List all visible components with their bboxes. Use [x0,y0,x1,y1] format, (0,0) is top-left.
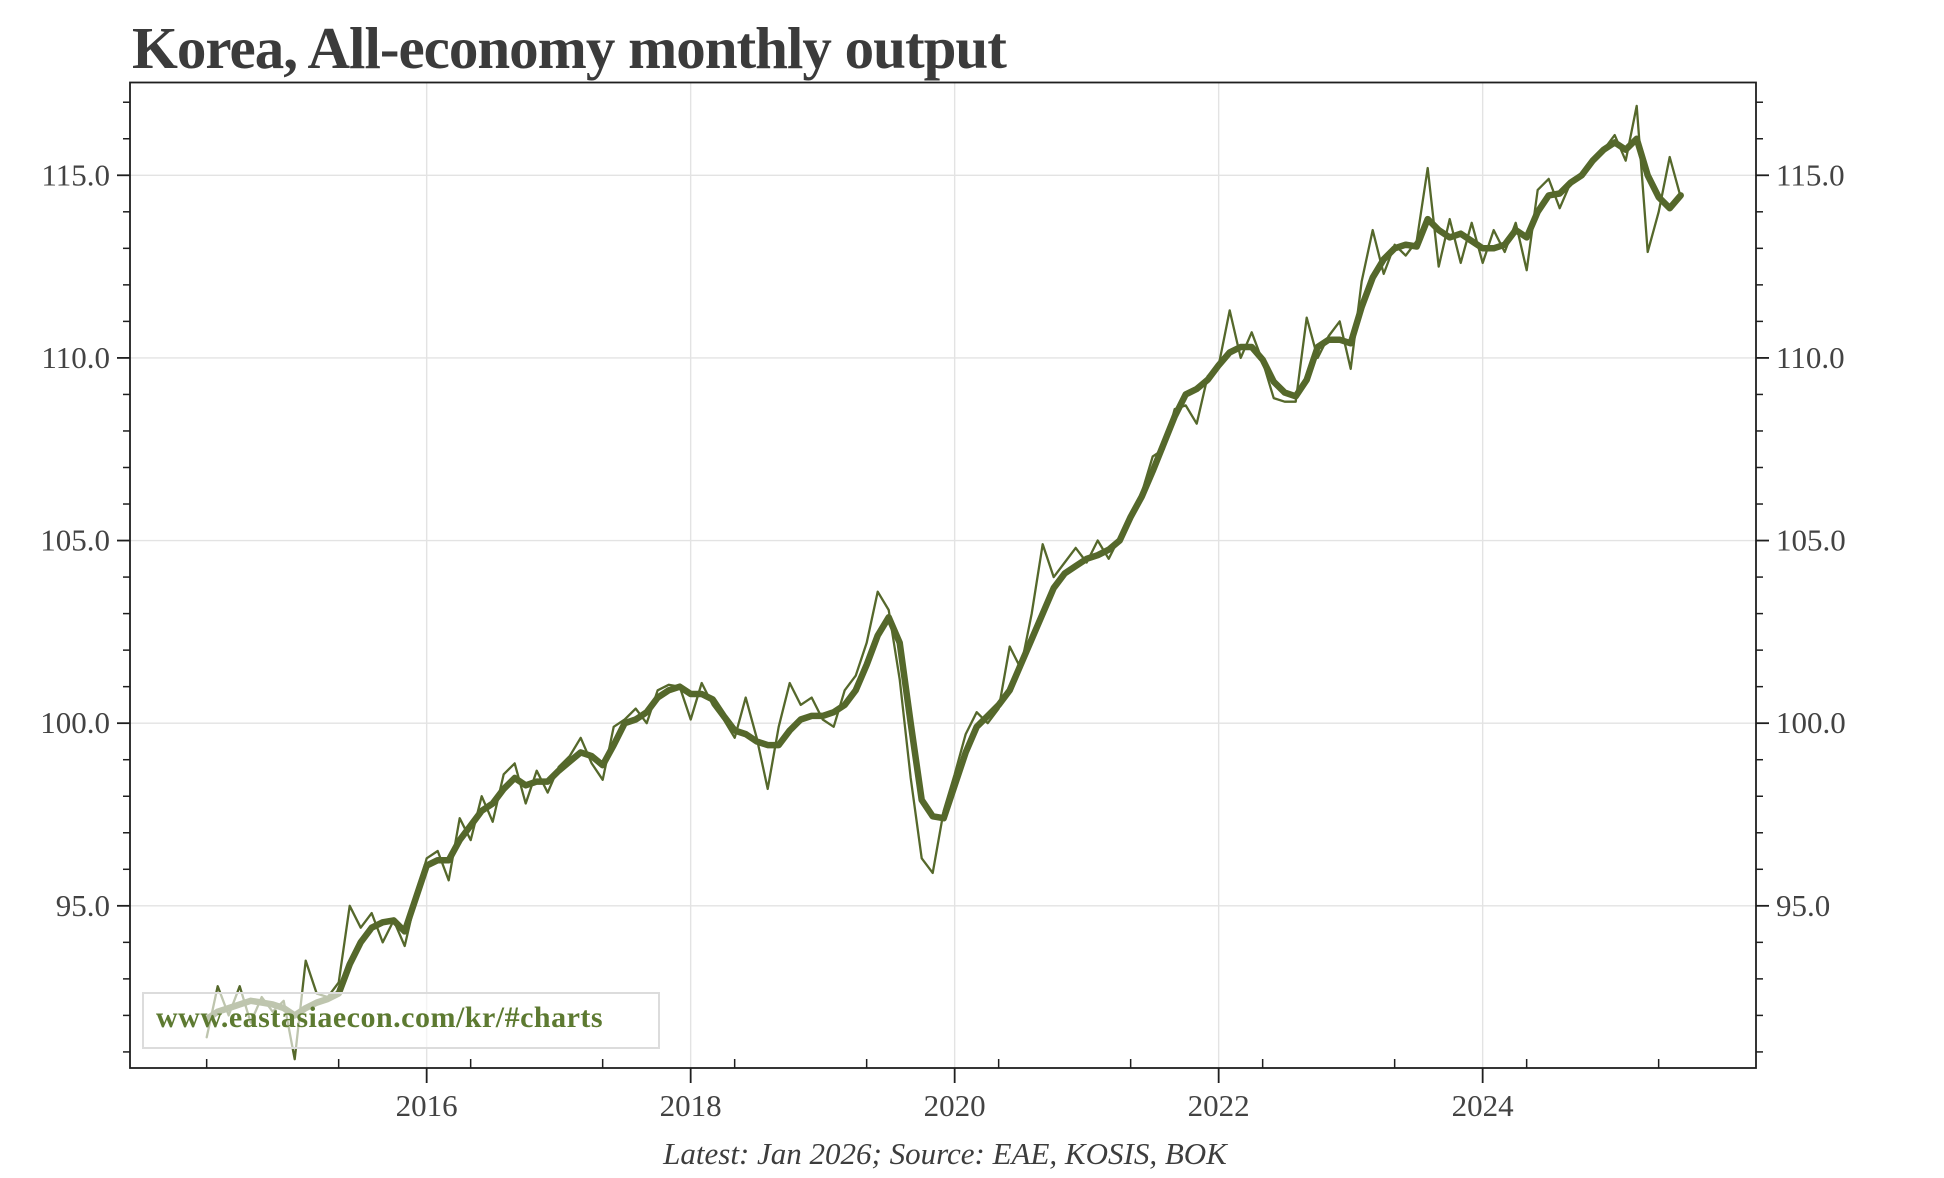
y-axis-label-left: 115.0 [41,157,110,192]
y-axis-label-right: 100.0 [1776,705,1846,740]
y-axis-label-right: 95.0 [1776,888,1830,923]
y-axis-label-left: 100.0 [40,705,110,740]
x-axis-year-label: 2020 [924,1088,986,1123]
y-axis-label-right: 105.0 [1776,523,1846,558]
y-axis-label-left: 105.0 [40,523,110,558]
y-axis-label-right: 110.0 [1776,340,1845,375]
y-axis-label-left: 95.0 [56,888,110,923]
watermark-box [142,992,660,1049]
y-axis-label-left: 110.0 [41,340,110,375]
y-axis-label-right: 115.0 [1776,157,1845,192]
chart-caption: Latest: Jan 2026; Source: EAE, KOSIS, BO… [663,1136,1227,1171]
watermark-link[interactable]: www.eastasiaecon.com/kr/#charts [156,1001,604,1034]
page-title: Korea, All-economy monthly output [132,15,1007,81]
x-axis-year-label: 2016 [396,1088,458,1123]
series-trend-line [203,135,1684,1023]
x-axis-year-label: 2022 [1188,1088,1250,1123]
x-axis-year-label: 2024 [1452,1088,1515,1123]
x-axis-year-label: 2018 [660,1088,722,1123]
plot-border [129,81,1757,1069]
